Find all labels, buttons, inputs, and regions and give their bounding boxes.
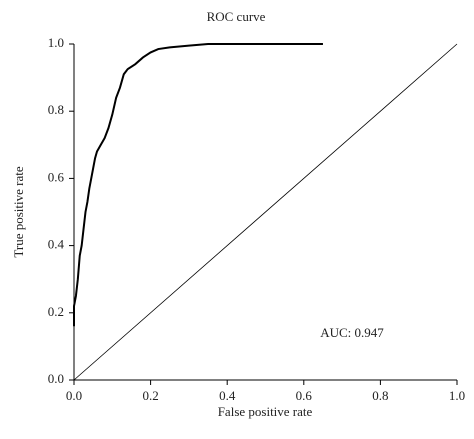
reference-line [73, 43, 458, 381]
y-tick-label: 0.6 [48, 169, 65, 184]
roc-line [73, 43, 323, 327]
y-tick-label: 0.4 [48, 237, 65, 252]
x-tick-label: 0.0 [66, 388, 82, 403]
chart-title: ROC curve [207, 9, 266, 24]
x-tick-label: 0.6 [296, 388, 313, 403]
x-tick-label: 1.0 [449, 388, 465, 403]
y-tick-label: 1.0 [48, 35, 64, 50]
x-tick-label: 0.8 [372, 388, 388, 403]
x-tick-label: 0.4 [219, 388, 236, 403]
y-tick-label: 0.2 [48, 304, 64, 319]
x-axis-label: False positive rate [218, 404, 313, 419]
x-tick-label: 0.2 [142, 388, 158, 403]
y-tick-label: 0.8 [48, 102, 64, 117]
y-tick-label: 0.0 [48, 371, 64, 386]
annotation: AUC: 0.947 [320, 325, 384, 340]
y-axis-label: True positive rate [11, 166, 26, 257]
